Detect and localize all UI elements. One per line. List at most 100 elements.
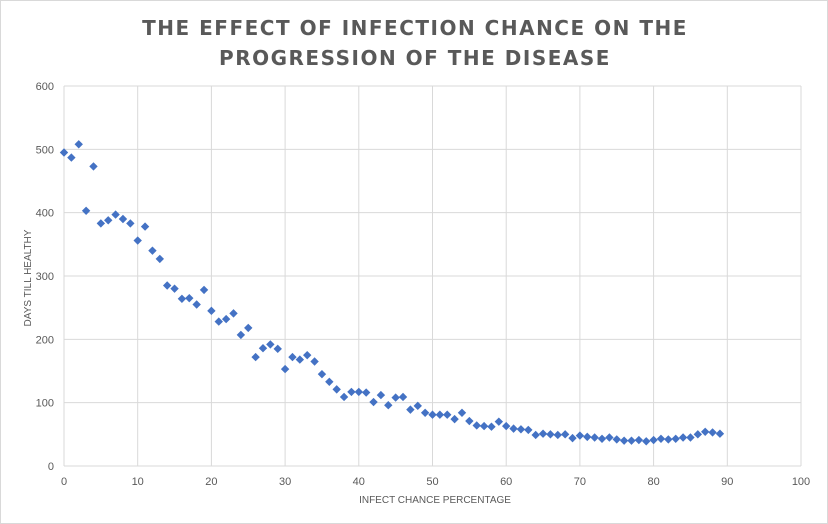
x-tick-label: 80 (647, 476, 659, 488)
data-point (361, 388, 371, 397)
data-point (413, 401, 422, 411)
y-tick-label: 500 (36, 144, 54, 156)
x-tick-label: 30 (279, 476, 291, 488)
chart-title: THE EFFECT OF INFECTION CHANCE ON THE PR… (1, 13, 828, 73)
data-point (546, 430, 555, 439)
data-point (575, 431, 585, 440)
data-point (686, 433, 695, 442)
data-point (185, 293, 194, 303)
tick-labels: 0 10 20 30 40 50 60 70 80 90 100 0 100 200 300 400 500 60… (36, 81, 811, 488)
data-point (207, 306, 216, 316)
data-point (487, 422, 496, 431)
data-point (465, 416, 474, 426)
data-point (538, 429, 548, 438)
data-point (162, 281, 172, 290)
chart-title-line-2: PROGRESSION OF THE DISEASE (219, 46, 611, 70)
data-point (656, 434, 666, 443)
x-tick-label: 40 (353, 476, 365, 488)
data-point (155, 254, 165, 264)
data-point (140, 222, 150, 231)
data-point (391, 393, 400, 402)
data-point (67, 153, 76, 162)
data-point (384, 401, 393, 410)
data-point (81, 206, 91, 215)
data-point (664, 435, 673, 444)
data-point (457, 408, 467, 417)
data-point (59, 148, 69, 157)
x-tick-label: 50 (426, 476, 438, 488)
data-point (376, 390, 386, 400)
data-point (273, 344, 282, 354)
data-point (494, 417, 504, 426)
x-tick-label: 90 (721, 476, 733, 488)
x-tick-label: 100 (792, 476, 810, 488)
data-point (450, 414, 459, 424)
data-point (553, 430, 562, 440)
data-point (148, 246, 157, 255)
data-point (715, 429, 725, 438)
x-tick-label: 0 (61, 476, 67, 488)
data-point (700, 427, 710, 436)
data-point (560, 430, 570, 439)
data-point (325, 377, 334, 386)
data-point (619, 436, 629, 445)
x-axis-title: INFECT CHANCE PERCENTAGE (359, 495, 511, 506)
data-point (258, 344, 268, 353)
data-point (170, 284, 179, 293)
data-point (642, 437, 651, 446)
data-point (502, 421, 511, 431)
data-point (649, 435, 658, 445)
data-point (531, 430, 540, 440)
data-point (568, 433, 577, 443)
data-point (612, 435, 621, 444)
data-point (398, 392, 408, 402)
data-point (317, 369, 327, 379)
x-tick-label: 60 (500, 476, 512, 488)
data-point (435, 410, 445, 419)
gridlines (63, 85, 802, 467)
data-point (199, 285, 209, 295)
data-point (369, 397, 378, 407)
data-point (221, 314, 231, 324)
data-point (332, 385, 341, 394)
y-tick-label: 100 (36, 398, 54, 410)
data-point (524, 425, 533, 435)
data-point (214, 317, 223, 326)
data-point (295, 355, 305, 364)
data-point (428, 410, 437, 419)
data-point (634, 435, 644, 445)
data-point (420, 408, 430, 417)
y-tick-label: 200 (36, 334, 54, 346)
data-point (347, 387, 356, 397)
data-point (177, 294, 187, 303)
data-point (118, 214, 128, 224)
data-point (678, 433, 688, 442)
data-point (605, 433, 614, 442)
data-point (310, 357, 319, 366)
data-point (354, 387, 363, 397)
data-point (509, 424, 518, 433)
data-point (583, 432, 592, 442)
y-axis-title: DAYS TILL HEALTHY (23, 229, 34, 326)
x-tick-label: 70 (574, 476, 586, 488)
y-tick-label: 300 (36, 271, 54, 283)
data-points (59, 140, 725, 446)
data-point (266, 340, 275, 349)
data-point (472, 421, 481, 430)
x-tick-label: 20 (205, 476, 217, 488)
data-point (590, 433, 599, 442)
data-point (192, 300, 201, 309)
chart-title-line-1: THE EFFECT OF INFECTION CHANCE ON THE (142, 16, 688, 40)
data-point (89, 162, 98, 171)
data-point (443, 410, 452, 419)
x-tick-label: 10 (132, 476, 144, 488)
data-point (406, 405, 415, 414)
data-point (671, 434, 680, 443)
data-point (597, 434, 607, 443)
data-point (133, 236, 142, 245)
data-point (111, 210, 120, 219)
data-point (288, 352, 297, 362)
data-point (516, 425, 526, 434)
data-point (104, 216, 113, 225)
